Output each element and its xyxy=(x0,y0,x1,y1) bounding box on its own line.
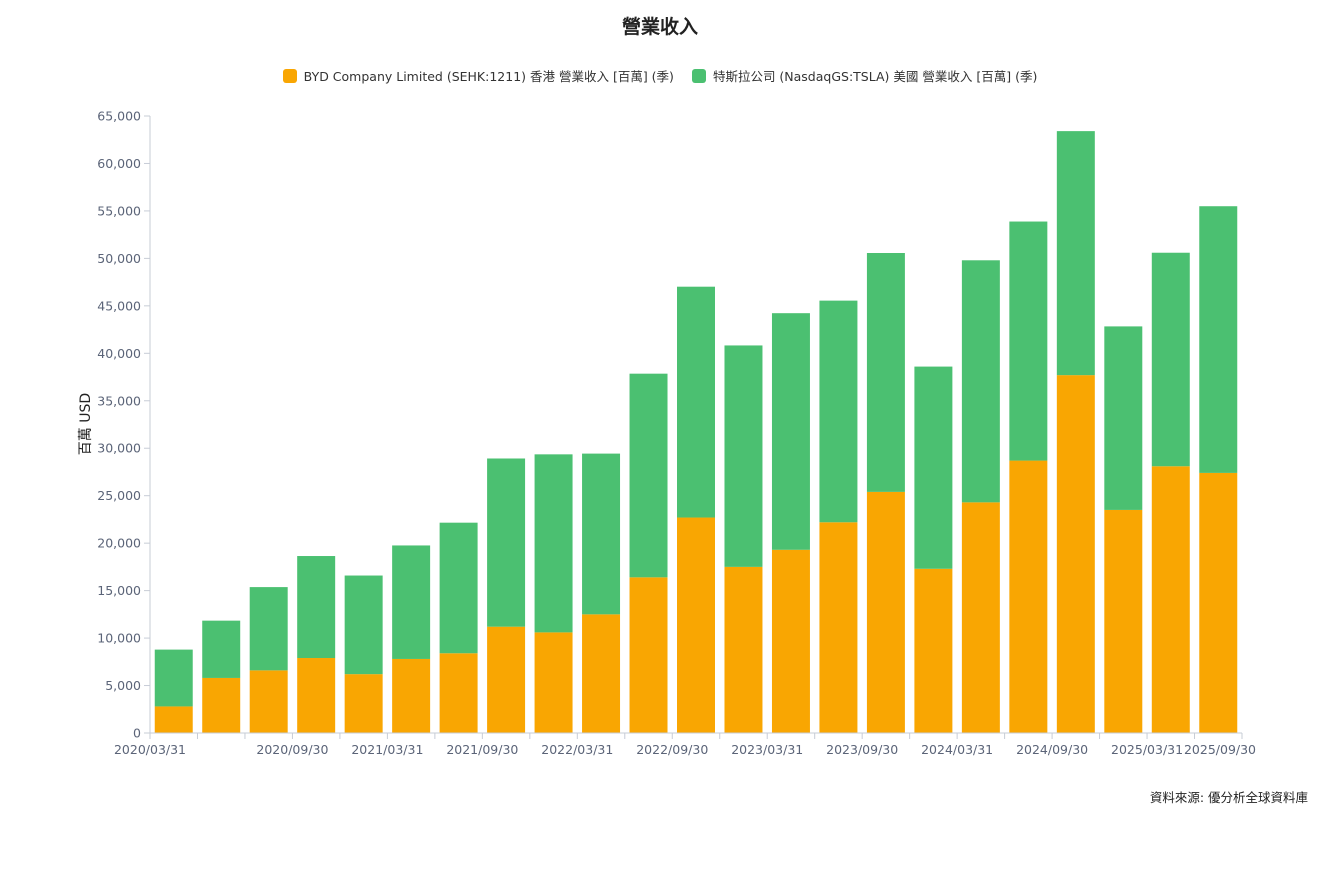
y-tick-label: 0 xyxy=(133,726,141,741)
bar-byd[interactable] xyxy=(771,549,810,733)
bar-byd[interactable] xyxy=(914,568,953,733)
bar-byd[interactable] xyxy=(1104,509,1143,733)
bar-tsla[interactable] xyxy=(1104,326,1143,510)
bar-tsla[interactable] xyxy=(392,545,431,659)
bar-byd[interactable] xyxy=(392,658,431,733)
bar-byd[interactable] xyxy=(582,614,621,733)
bar-tsla[interactable] xyxy=(344,575,383,675)
x-tick-label: 2021/03/31 xyxy=(351,742,423,757)
x-tick-label: 2022/09/30 xyxy=(636,742,708,757)
bar-byd[interactable] xyxy=(249,670,288,733)
bar-tsla[interactable] xyxy=(439,522,478,654)
bar-byd[interactable] xyxy=(297,658,336,733)
legend-label-tsla: 特斯拉公司 (NasdaqGS:TSLA) 美國 營業收入 [百萬] (季) xyxy=(712,69,1038,84)
bar-tsla[interactable] xyxy=(582,453,621,615)
source-note: 資料來源: 優分析全球資料庫 xyxy=(1149,790,1308,805)
y-tick-label: 30,000 xyxy=(97,441,141,456)
y-tick-label: 40,000 xyxy=(97,346,141,361)
bar-tsla[interactable] xyxy=(866,253,905,492)
bar-tsla[interactable] xyxy=(534,454,573,633)
legend: BYD Company Limited (SEHK:1211) 香港 營業收入 … xyxy=(0,66,1320,85)
y-tick-label: 50,000 xyxy=(97,251,141,266)
bar-tsla[interactable] xyxy=(914,366,953,569)
bar-byd[interactable] xyxy=(344,674,383,733)
bar-tsla[interactable] xyxy=(677,286,715,518)
bar-byd[interactable] xyxy=(154,706,193,733)
bar-tsla[interactable] xyxy=(1199,206,1238,473)
bar-byd[interactable] xyxy=(629,577,668,733)
x-tick-label: 2020/03/31 xyxy=(114,742,186,757)
x-tick-label: 2025/09/30 xyxy=(1184,742,1256,757)
x-tick-label: 2024/03/31 xyxy=(921,742,993,757)
bar-tsla[interactable] xyxy=(1151,252,1190,467)
bar-tsla[interactable] xyxy=(724,345,763,567)
bar-tsla[interactable] xyxy=(297,556,336,659)
y-tick-label: 20,000 xyxy=(97,536,141,551)
bar-byd[interactable] xyxy=(866,491,905,733)
y-tick-label: 65,000 xyxy=(97,109,141,124)
bar-tsla[interactable] xyxy=(961,260,1000,503)
x-tick-label: 2021/09/30 xyxy=(446,742,518,757)
x-axis: 2020/03/31 2020/09/30 2021/03/31 2021/09/30… xyxy=(114,732,1256,757)
bar-tsla[interactable] xyxy=(629,373,668,578)
bar-byd[interactable] xyxy=(724,566,763,733)
x-tick-label: 2025/03/31 xyxy=(1111,742,1183,757)
chart-title: 營業收入 xyxy=(621,16,698,38)
x-tick-label: 2023/09/30 xyxy=(826,742,898,757)
y-tick-label: 45,000 xyxy=(97,298,141,313)
legend-swatch-tsla xyxy=(691,68,706,83)
bar-byd[interactable] xyxy=(1009,460,1048,733)
bar-byd[interactable] xyxy=(1151,466,1190,733)
y-tick-label: 55,000 xyxy=(97,203,141,218)
bar-tsla[interactable] xyxy=(771,313,810,550)
bar-byd[interactable] xyxy=(961,502,1000,733)
y-tick-label: 15,000 xyxy=(97,583,141,598)
bar-tsla[interactable] xyxy=(154,649,193,707)
legend-item-tsla[interactable]: 特斯拉公司 (NasdaqGS:TSLA) 美國 營業收入 [百萬] (季) xyxy=(691,66,1038,85)
bar-tsla[interactable] xyxy=(1056,131,1095,376)
legend-item-byd[interactable]: BYD Company Limited (SEHK:1211) 香港 營業收入 … xyxy=(282,66,674,85)
bar-tsla[interactable] xyxy=(487,458,526,627)
bar-byd[interactable] xyxy=(202,677,241,733)
y-axis-title: 百萬 USD xyxy=(78,393,94,455)
bar-byd[interactable] xyxy=(1199,472,1238,733)
bar-byd[interactable] xyxy=(487,626,526,733)
bar-tsla[interactable] xyxy=(249,587,288,671)
y-tick-label: 25,000 xyxy=(97,488,141,503)
legend-label-byd: BYD Company Limited (SEHK:1211) 香港 營業收入 … xyxy=(303,69,674,84)
y-tick-label: 60,000 xyxy=(97,156,141,171)
x-tick-label: 2020/09/30 xyxy=(256,742,328,757)
bar-byd[interactable] xyxy=(819,522,858,733)
x-tick-label: 2022/03/31 xyxy=(541,742,613,757)
x-tick-label: 2024/09/30 xyxy=(1016,742,1088,757)
bar-byd[interactable] xyxy=(677,517,715,733)
y-tick-label: 5,000 xyxy=(105,678,141,693)
bars-group xyxy=(154,131,1238,733)
y-axis: 0 5,000 10,000 15,000 20,000 25,000 30,000 35,0… xyxy=(97,109,151,741)
x-tick-label: 2023/03/31 xyxy=(731,742,803,757)
bar-byd[interactable] xyxy=(534,632,573,733)
y-tick-label: 35,000 xyxy=(97,393,141,408)
bar-tsla[interactable] xyxy=(819,300,858,523)
legend-swatch-byd xyxy=(282,68,297,83)
bar-byd[interactable] xyxy=(439,653,478,733)
bar-byd[interactable] xyxy=(1056,375,1095,733)
bar-tsla[interactable] xyxy=(1009,221,1048,461)
bar-tsla[interactable] xyxy=(202,620,241,678)
y-tick-label: 10,000 xyxy=(97,631,141,646)
